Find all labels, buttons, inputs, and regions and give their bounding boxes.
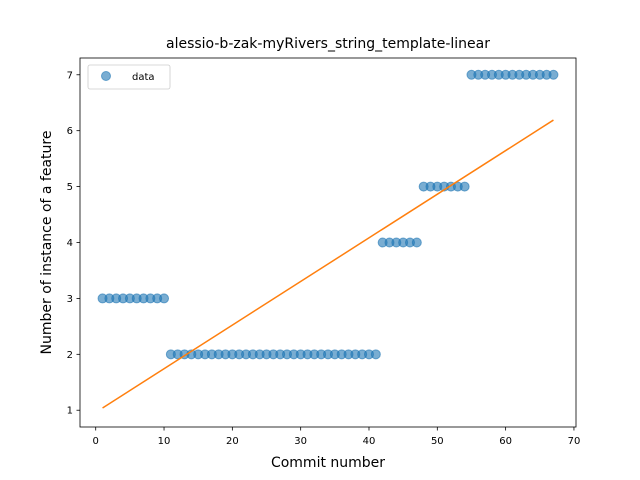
legend-marker-data	[101, 71, 111, 81]
plot-area	[97, 69, 559, 409]
legend-box	[87, 64, 171, 90]
x-tick-label: 70	[568, 436, 581, 447]
data-point	[159, 293, 170, 304]
y-tick-label: 7	[67, 70, 73, 81]
y-tick-label: 3	[67, 294, 73, 305]
axes-frame	[79, 57, 577, 428]
linear-fit-line	[102, 119, 554, 409]
x-tick-label: 30	[294, 436, 307, 447]
x-tick-label: 60	[499, 436, 512, 447]
y-tick-label: 5	[67, 182, 73, 193]
y-tick-label: 1	[67, 406, 73, 417]
x-tick-label: 50	[431, 436, 444, 447]
axis-ticks: 0 10 20 30 40 50 60 70 1 2 3 4 5 6 7	[67, 70, 581, 447]
chart-title: alessio-b-zak-myRivers_string_template-l…	[166, 36, 490, 52]
x-tick-label: 0	[93, 436, 99, 447]
legend-label-data: data	[132, 72, 155, 83]
x-axis-label: Commit number	[271, 455, 385, 471]
data-point	[459, 181, 470, 192]
x-tick-label: 20	[226, 436, 239, 447]
y-tick-label: 6	[67, 126, 73, 137]
legend: data	[87, 64, 171, 90]
data-point	[411, 237, 422, 248]
data-point	[370, 349, 381, 360]
y-axis-label: Number of instance of a feature	[39, 131, 55, 355]
x-tick-label: 10	[158, 436, 171, 447]
data-point	[548, 69, 559, 80]
y-tick-label: 4	[67, 238, 73, 249]
y-tick-label: 2	[67, 350, 73, 361]
x-tick-label: 40	[363, 436, 376, 447]
